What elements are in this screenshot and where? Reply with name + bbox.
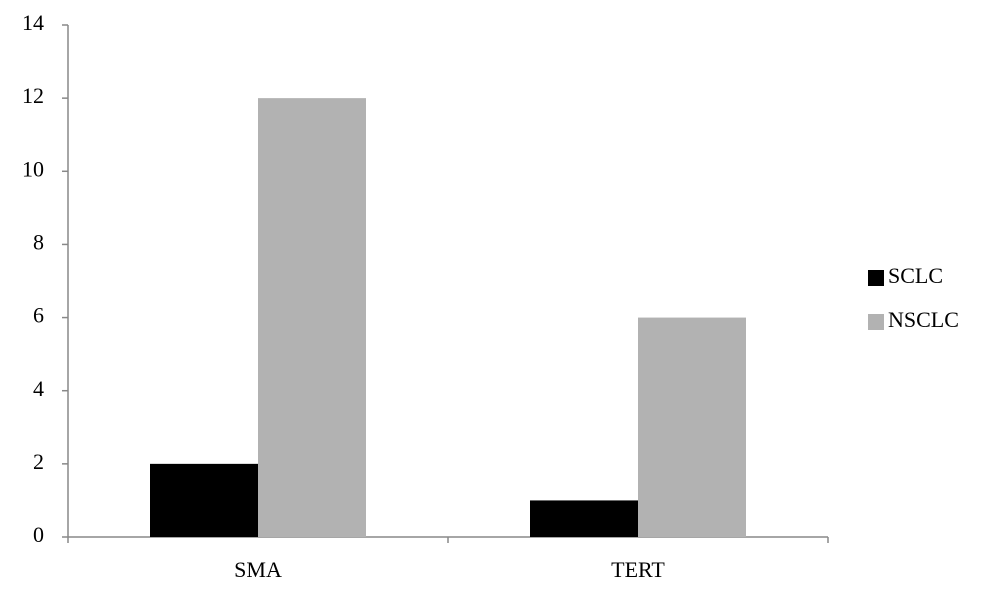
- y-tick-label: 10: [22, 156, 44, 181]
- bar: [258, 98, 366, 538]
- bar: [530, 500, 638, 537]
- y-tick-label: 14: [22, 10, 44, 35]
- y-tick-label: 6: [33, 303, 44, 328]
- legend-swatch: [868, 270, 884, 286]
- legend-label: NSCLC: [888, 307, 959, 332]
- y-tick-label: 8: [33, 229, 44, 254]
- y-tick-label: 12: [22, 83, 44, 108]
- y-tick-label: 0: [33, 522, 44, 547]
- legend-label: SCLC: [888, 263, 943, 288]
- x-tick-label: TERT: [611, 557, 665, 582]
- bar: [638, 317, 746, 537]
- bar: [150, 463, 258, 537]
- x-tick-label: SMA: [234, 557, 282, 582]
- y-tick-label: 2: [33, 449, 44, 474]
- legend-swatch: [868, 314, 884, 330]
- y-tick-label: 4: [33, 376, 44, 401]
